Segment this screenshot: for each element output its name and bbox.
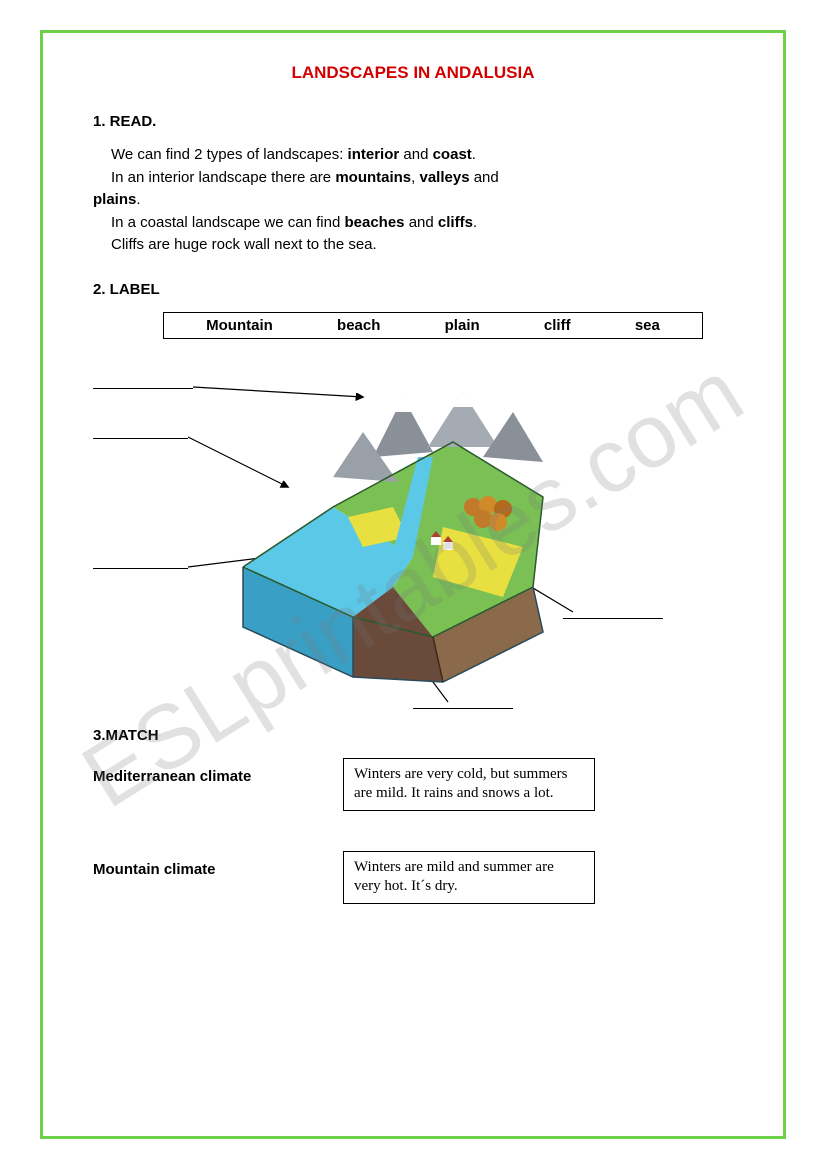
match-box-2[interactable]: Winters are mild and summer are very hot…	[343, 851, 595, 904]
section1-header: 1. READ.	[93, 113, 733, 130]
read-line-2: In an interior landscape there are mount…	[93, 167, 733, 212]
blank-line[interactable]	[93, 567, 188, 569]
read-line-4: Cliffs are huge rock wall next to the se…	[93, 234, 733, 257]
match-label-mediterranean[interactable]: Mediterranean climate	[93, 758, 343, 785]
read-line-3: In a coastal landscape we can find beach…	[93, 212, 733, 235]
label-word: beach	[337, 317, 380, 334]
match-label-mountain[interactable]: Mountain climate	[93, 851, 343, 878]
blank-line[interactable]	[93, 437, 188, 439]
landscape-illustration	[233, 387, 573, 687]
read-line-1: We can find 2 types of landscapes: inter…	[93, 144, 733, 167]
blank-line[interactable]	[93, 387, 193, 389]
label-word: cliff	[544, 317, 571, 334]
section2-header: 2. LABEL	[93, 281, 733, 298]
match-row: Mountain climate Winters are mild and su…	[93, 851, 733, 904]
label-word-box: Mountain beach plain cliff sea	[163, 312, 703, 339]
label-word: sea	[635, 317, 660, 334]
page-border: LANDSCAPES IN ANDALUSIA 1. READ. We can …	[40, 30, 786, 1139]
page-title: LANDSCAPES IN ANDALUSIA	[93, 63, 733, 83]
match-box-1[interactable]: Winters are very cold, but summers are m…	[343, 758, 595, 811]
match-section: Mediterranean climate Winters are very c…	[93, 758, 733, 904]
section3-header: 3.MATCH	[93, 727, 733, 744]
label-word: plain	[445, 317, 480, 334]
label-word: Mountain	[206, 317, 273, 334]
match-row: Mediterranean climate Winters are very c…	[93, 758, 733, 811]
read-block: We can find 2 types of landscapes: inter…	[93, 144, 733, 257]
landscape-diagram	[93, 357, 733, 717]
